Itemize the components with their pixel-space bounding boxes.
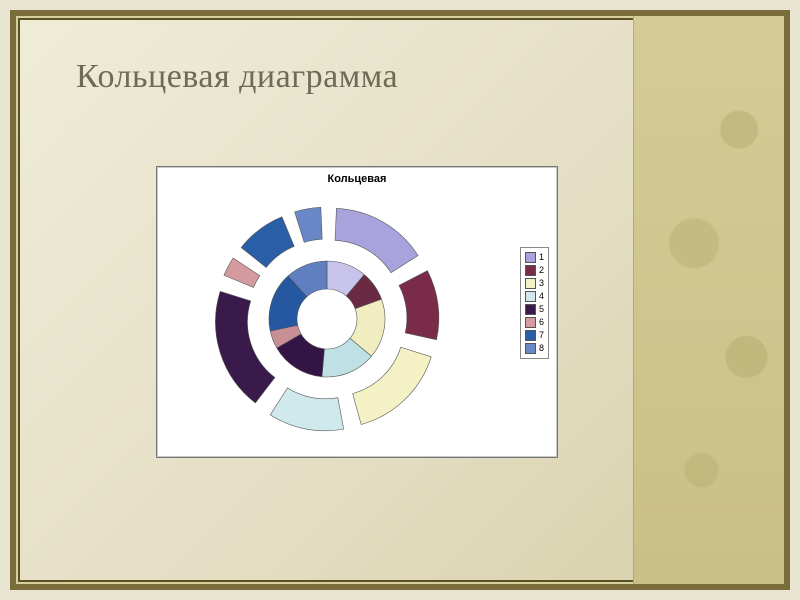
legend-item-2: 2	[525, 264, 544, 277]
legend-item-8: 8	[525, 342, 544, 355]
legend-swatch	[525, 252, 536, 263]
legend-label: 3	[539, 277, 544, 290]
legend-label: 8	[539, 342, 544, 355]
legend-label: 2	[539, 264, 544, 277]
legend-label: 7	[539, 329, 544, 342]
slice-5	[215, 291, 274, 403]
decorative-pattern	[633, 16, 784, 584]
slide-title: Кольцевая диаграмма	[76, 58, 398, 96]
legend-item-4: 4	[525, 290, 544, 303]
legend-label: 6	[539, 316, 544, 329]
slice-1	[335, 208, 418, 272]
legend-item-5: 5	[525, 303, 544, 316]
slice-4	[270, 388, 343, 431]
legend-label: 5	[539, 303, 544, 316]
legend-swatch	[525, 304, 536, 315]
chart-legend: 12345678	[520, 247, 549, 359]
legend-item-7: 7	[525, 329, 544, 342]
legend-swatch	[525, 317, 536, 328]
legend-label: 1	[539, 251, 544, 264]
chart-plot-area	[167, 191, 487, 447]
slide-frame: Кольцевая диаграмма Кольцевая 12345678	[10, 10, 790, 590]
slice-7	[241, 217, 294, 268]
legend-swatch	[525, 343, 536, 354]
slice-2	[399, 271, 439, 340]
chart-container: Кольцевая 12345678	[156, 166, 558, 458]
legend-item-6: 6	[525, 316, 544, 329]
legend-swatch	[525, 278, 536, 289]
slide-background: Кольцевая диаграмма Кольцевая 12345678	[0, 0, 800, 600]
doughnut-chart	[167, 191, 487, 447]
legend-label: 4	[539, 290, 544, 303]
legend-item-3: 3	[525, 277, 544, 290]
slice-6	[224, 258, 260, 288]
legend-swatch	[525, 330, 536, 341]
legend-swatch	[525, 265, 536, 276]
legend-swatch	[525, 291, 536, 302]
slice-8	[295, 207, 323, 242]
chart-title: Кольцевая	[157, 167, 557, 185]
legend-item-1: 1	[525, 251, 544, 264]
